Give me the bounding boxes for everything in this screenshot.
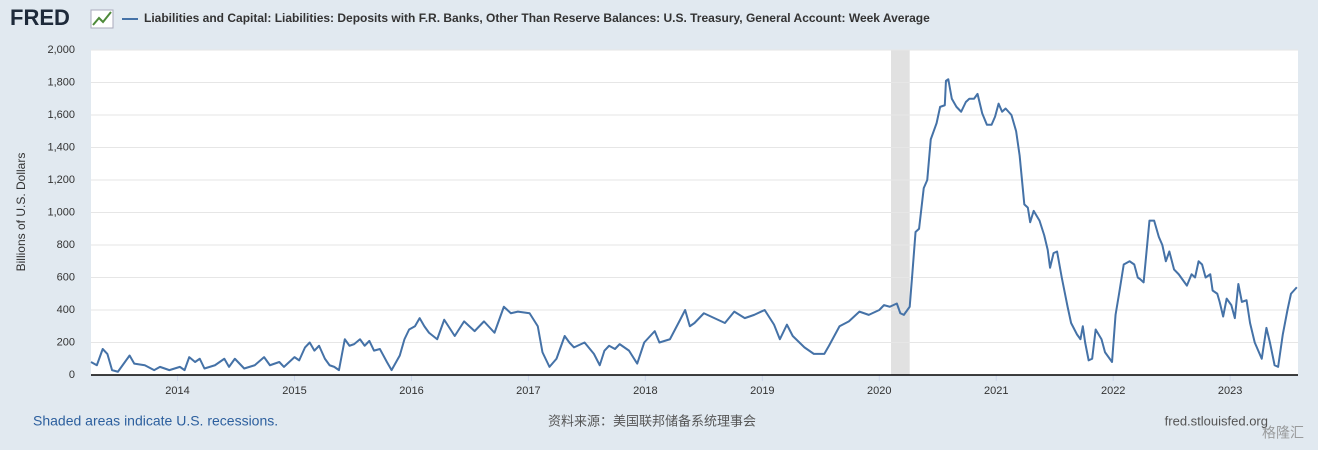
logo-icon-line bbox=[92, 11, 112, 26]
legend-label: Liabilities and Capital: Liabilities: De… bbox=[144, 11, 930, 25]
y-tick-label: 0 bbox=[69, 369, 75, 381]
x-tick-label: 2018 bbox=[633, 385, 657, 397]
y-tick-label: 200 bbox=[57, 336, 75, 348]
logo-icon-box bbox=[90, 9, 114, 29]
x-tick-label: 2021 bbox=[984, 385, 1008, 397]
x-tick-label: 2023 bbox=[1218, 385, 1242, 397]
y-tick-label: 1,600 bbox=[47, 109, 75, 121]
x-tick-label: 2020 bbox=[867, 385, 891, 397]
recession-note: Shaded areas indicate U.S. recessions. bbox=[33, 413, 278, 429]
y-tick-label: 2,000 bbox=[47, 44, 75, 56]
series-line bbox=[90, 78, 1298, 373]
y-tick-label: 1,400 bbox=[47, 141, 75, 153]
y-tick-label: 1,800 bbox=[47, 76, 75, 88]
site: fred.stlouisfed.org bbox=[1165, 413, 1268, 428]
x-tick-label: 2022 bbox=[1101, 385, 1125, 397]
logo-icon bbox=[90, 9, 114, 29]
source: 资料来源：美国联邦储备系统理事会 bbox=[548, 413, 756, 428]
watermark: 格隆汇 bbox=[1262, 425, 1304, 441]
x-tick-label: 2016 bbox=[399, 385, 423, 397]
y-tick-label: 400 bbox=[57, 304, 75, 316]
y-tick-label: 1,200 bbox=[47, 174, 75, 186]
x-tick-label: 2014 bbox=[165, 385, 189, 397]
logo: FRED bbox=[10, 5, 70, 30]
x-tick-label: 2017 bbox=[516, 385, 540, 397]
x-tick-label: 2015 bbox=[282, 385, 306, 397]
y-axis-label: Billions of U.S. Dollars bbox=[14, 153, 28, 272]
y-tick-label: 600 bbox=[57, 271, 75, 283]
y-tick-label: 1,000 bbox=[47, 206, 75, 218]
x-tick-label: 2019 bbox=[750, 385, 774, 397]
y-tick-label: 800 bbox=[57, 239, 75, 251]
